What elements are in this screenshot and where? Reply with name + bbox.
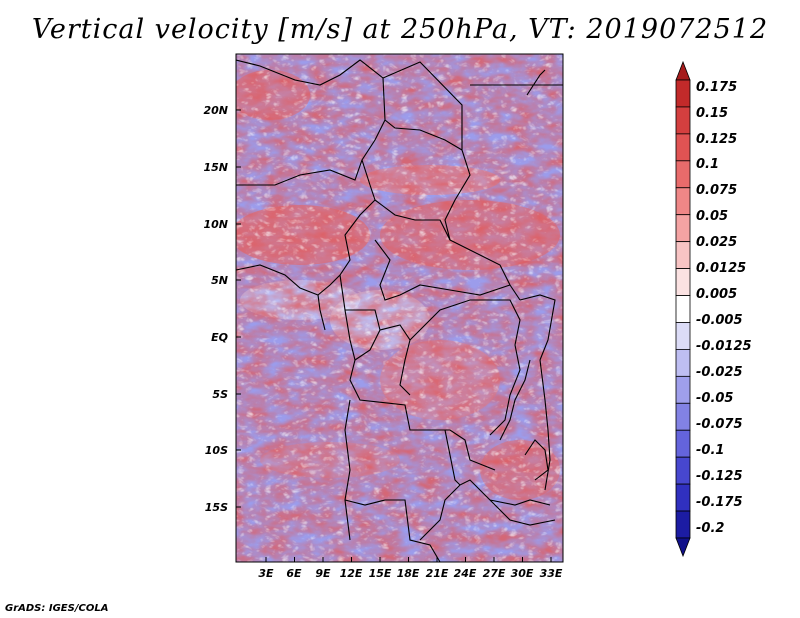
colorbar-label: -0.175 bbox=[696, 495, 743, 510]
colorbar-label: 0.125 bbox=[696, 132, 738, 147]
lat-label-15s: 15S bbox=[204, 501, 228, 514]
country-borders bbox=[236, 59, 563, 562]
lon-label-27e: 27E bbox=[482, 567, 506, 580]
colorbar-swatch bbox=[675, 456, 691, 485]
colorbar-label: 0.005 bbox=[696, 287, 738, 302]
colorbar-label: -0.2 bbox=[696, 521, 725, 536]
colorbar-label: 0.175 bbox=[696, 80, 738, 95]
lat-label-5s: 5S bbox=[212, 388, 228, 401]
colorbar-swatch bbox=[675, 160, 691, 189]
colorbar-label: -0.005 bbox=[696, 313, 743, 328]
colorbar-swatch bbox=[675, 483, 691, 512]
lon-label-9e: 9E bbox=[315, 567, 331, 580]
lat-label-10n: 10N bbox=[203, 218, 228, 231]
lat-label-10s: 10S bbox=[204, 444, 228, 457]
colorbar-swatch bbox=[675, 375, 691, 404]
lat-label-5n: 5N bbox=[211, 274, 228, 287]
lat-label-20n: 20N bbox=[203, 104, 228, 117]
colorbar-swatch bbox=[675, 79, 691, 108]
lon-label-33e: 33E bbox=[539, 567, 563, 580]
lat-label-15n: 15N bbox=[203, 161, 228, 174]
colorbar-swatch bbox=[675, 60, 691, 81]
colorbar-label: -0.025 bbox=[696, 365, 743, 380]
lon-label-21e: 21E bbox=[425, 567, 449, 580]
colorbar-label: -0.125 bbox=[696, 469, 743, 484]
colorbar-label: -0.0125 bbox=[696, 339, 752, 354]
lon-label-15e: 15E bbox=[368, 567, 392, 580]
lon-label-24e: 24E bbox=[453, 567, 477, 580]
colorbar bbox=[675, 60, 691, 558]
map-frame bbox=[235, 53, 564, 563]
colorbar-label: 0.0125 bbox=[696, 261, 747, 276]
colorbar-label: 0.075 bbox=[696, 183, 738, 198]
velocity-field bbox=[236, 54, 563, 562]
colorbar-swatch bbox=[675, 241, 691, 269]
lon-label-30e: 30E bbox=[510, 567, 534, 580]
lat-label-eq: EQ bbox=[211, 331, 228, 344]
colorbar-label: 0.025 bbox=[696, 235, 738, 250]
colorbar-swatch bbox=[675, 187, 691, 216]
lon-label-3e: 3E bbox=[258, 567, 274, 580]
colorbar-label: -0.075 bbox=[696, 417, 743, 432]
colorbar-label: -0.1 bbox=[696, 443, 725, 458]
colorbar-swatch bbox=[675, 295, 691, 323]
colorbar-swatch bbox=[675, 214, 691, 243]
chart-title: Vertical velocity [m/s] at 250hPa, VT: 2… bbox=[31, 14, 769, 45]
colorbar-swatch bbox=[675, 510, 691, 539]
colorbar-label: 0.1 bbox=[696, 157, 720, 172]
lon-label-6e: 6E bbox=[286, 567, 302, 580]
colorbar-label: -0.05 bbox=[696, 391, 734, 406]
colorbar-swatch bbox=[675, 402, 691, 431]
footer-credit: GrADS: IGES/COLA bbox=[5, 603, 109, 614]
colorbar-swatch bbox=[675, 349, 691, 377]
colorbar-swatch bbox=[675, 429, 691, 458]
colorbar-swatch bbox=[675, 537, 691, 558]
colorbar-label: 0.05 bbox=[696, 209, 729, 224]
lon-label-12e: 12E bbox=[339, 567, 363, 580]
lon-label-18e: 18E bbox=[396, 567, 420, 580]
axis-ticks bbox=[236, 109, 552, 562]
colorbar-swatch bbox=[675, 133, 691, 162]
colorbar-swatch bbox=[675, 268, 691, 296]
colorbar-swatch bbox=[675, 322, 691, 350]
colorbar-swatch bbox=[675, 106, 691, 135]
colorbar-label: 0.15 bbox=[696, 106, 729, 121]
